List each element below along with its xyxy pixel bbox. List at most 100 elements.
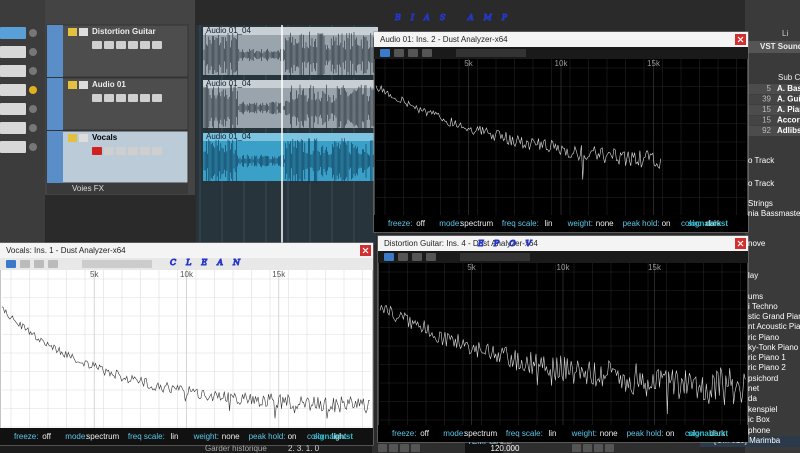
track-control[interactable] — [128, 41, 138, 49]
transport-button[interactable] — [400, 444, 409, 452]
track-toggle[interactable] — [29, 105, 37, 113]
toolbar-button[interactable] — [384, 253, 394, 261]
track-button[interactable] — [0, 84, 26, 96]
track-toggle[interactable] — [29, 67, 37, 75]
preset-field[interactable] — [456, 49, 526, 57]
toolbar-button[interactable] — [48, 260, 58, 268]
status-value[interactable]: spectrum — [460, 219, 493, 228]
preset-field[interactable] — [460, 253, 530, 261]
status-value[interactable]: none — [222, 432, 240, 441]
preset-item[interactable]: o Track — [748, 156, 775, 165]
preset-item[interactable]: nove — [748, 239, 766, 248]
category-row[interactable] — [745, 84, 800, 94]
preset-item[interactable]: ums — [748, 292, 763, 301]
track-control[interactable] — [128, 94, 138, 102]
preset-item[interactable]: Strings — [748, 199, 773, 208]
mute-button[interactable] — [68, 134, 77, 142]
track-button[interactable] — [0, 103, 26, 115]
track-toggle[interactable] — [29, 124, 37, 132]
track-control[interactable] — [92, 41, 102, 49]
toolbar-button[interactable] — [6, 260, 16, 268]
status-value[interactable]: on — [666, 429, 675, 438]
mute-button[interactable] — [68, 28, 77, 36]
track-button[interactable] — [0, 122, 26, 134]
preset-item[interactable]: ky-Tonk Piano — [748, 343, 799, 352]
transport-button[interactable] — [389, 444, 398, 452]
track-control[interactable] — [140, 94, 150, 102]
toolbar-button[interactable] — [426, 253, 436, 261]
preset-item[interactable]: nia Bassmaster — [748, 209, 800, 218]
category-row[interactable] — [745, 94, 800, 105]
preset-item[interactable]: ic Box — [748, 415, 770, 424]
track-control[interactable] — [152, 147, 162, 155]
track-button[interactable] — [0, 65, 26, 77]
toolbar-button[interactable] — [20, 260, 30, 268]
status-value[interactable]: off — [42, 432, 52, 441]
status-value[interactable]: lin — [549, 429, 557, 438]
preset-item[interactable]: net — [748, 384, 760, 393]
preset-item[interactable]: lay — [748, 271, 758, 280]
track-control[interactable] — [104, 147, 114, 155]
track-button[interactable] — [0, 141, 26, 153]
toolbar-button[interactable] — [422, 49, 432, 57]
track-toggle[interactable] — [29, 48, 37, 56]
category-row[interactable] — [745, 105, 800, 115]
preset-item[interactable]: o Track — [748, 179, 775, 188]
status-value[interactable]: none — [596, 219, 614, 228]
track-control[interactable] — [128, 147, 138, 155]
category-row[interactable] — [745, 115, 800, 126]
transport-button[interactable] — [378, 444, 387, 452]
track-control[interactable] — [92, 147, 102, 155]
preset-item[interactable]: phone — [748, 426, 771, 435]
transport-button[interactable] — [411, 444, 420, 452]
preset-field[interactable] — [82, 260, 152, 268]
preset-item[interactable]: ric Piano — [748, 333, 780, 342]
track-button[interactable] — [0, 27, 26, 39]
toolbar-button[interactable] — [34, 260, 44, 268]
status-value[interactable]: dark — [706, 219, 723, 228]
track-control[interactable] — [140, 147, 150, 155]
status-value[interactable]: spectrum — [464, 429, 497, 438]
preset-item[interactable]: da — [748, 394, 757, 403]
preset-item[interactable]: kenspiel — [748, 405, 778, 414]
track-control[interactable] — [116, 41, 126, 49]
toolbar-button[interactable] — [398, 253, 408, 261]
status-value[interactable]: on — [288, 432, 297, 441]
preset-item[interactable]: stic Grand Piano — [748, 312, 800, 321]
transport-button[interactable] — [583, 444, 592, 452]
status-value[interactable]: spectrum — [86, 432, 119, 441]
status-value[interactable]: dark — [710, 429, 727, 438]
transport-button[interactable] — [572, 444, 581, 452]
track-toggle[interactable] — [29, 86, 37, 94]
track-control[interactable] — [152, 94, 162, 102]
category-row[interactable] — [745, 126, 800, 136]
toolbar-button[interactable] — [412, 253, 422, 261]
solo-button[interactable] — [79, 28, 88, 36]
track-control[interactable] — [152, 41, 162, 49]
track-button[interactable] — [0, 46, 26, 58]
toolbar-button[interactable] — [408, 49, 418, 57]
status-value[interactable]: off — [416, 219, 426, 228]
preset-item[interactable]: psichord — [748, 374, 778, 383]
status-value[interactable]: none — [600, 429, 618, 438]
status-value[interactable]: light — [332, 432, 347, 441]
track-control[interactable] — [140, 41, 150, 49]
solo-button[interactable] — [79, 134, 88, 142]
track-control[interactable] — [116, 94, 126, 102]
track-control[interactable] — [104, 41, 114, 49]
toolbar-button[interactable] — [394, 49, 404, 57]
toolbar-button[interactable] — [380, 49, 390, 57]
preset-item[interactable]: ric Piano 1 — [748, 353, 786, 362]
mute-button[interactable] — [68, 81, 77, 89]
status-value[interactable]: lin — [545, 219, 553, 228]
transport-button[interactable] — [605, 444, 614, 452]
preset-item[interactable]: i Techno — [748, 302, 778, 311]
status-value[interactable]: lin — [171, 432, 179, 441]
track-control[interactable] — [116, 147, 126, 155]
status-value[interactable]: on — [662, 219, 671, 228]
track-toggle[interactable] — [29, 29, 37, 37]
status-value[interactable]: off — [420, 429, 430, 438]
preset-item[interactable]: nt Acoustic Piano — [748, 322, 800, 331]
track-control[interactable] — [104, 94, 114, 102]
track-toggle[interactable] — [29, 143, 37, 151]
